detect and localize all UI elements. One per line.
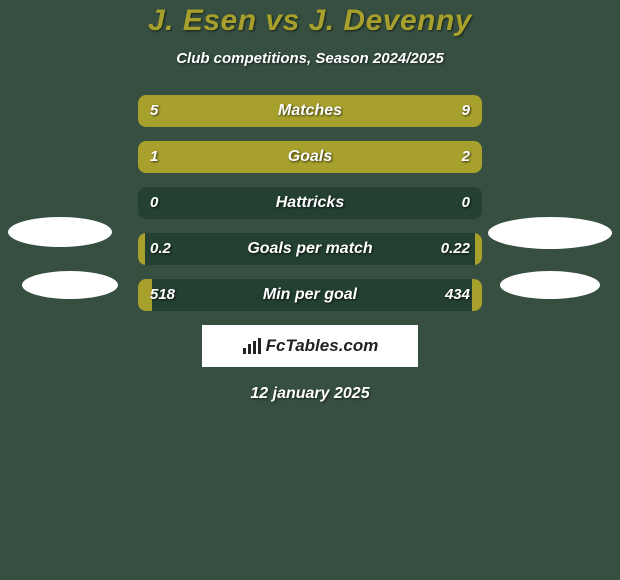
bar-right: [253, 141, 482, 173]
bar-left: [138, 279, 152, 311]
bar-left: [138, 141, 253, 173]
stat-area: Matches59 Goals12 Hattricks00 Goals per mat…: [0, 95, 620, 311]
stat-row: Min per goal518434: [0, 279, 620, 311]
bar-left: [138, 95, 261, 127]
date: 12 january 2025: [0, 385, 620, 403]
brand-box[interactable]: FcTables.com: [202, 325, 418, 367]
page-title: J. Esen vs J. Devenny: [0, 4, 620, 38]
stat-row: Hattricks00: [0, 187, 620, 219]
subtitle: Club competitions, Season 2024/2025: [0, 50, 620, 67]
bar-track: [138, 141, 482, 173]
bar-track: [138, 187, 482, 219]
bar-track: [138, 279, 482, 311]
stat-row: Goals per match0.20.22: [0, 233, 620, 265]
chart-icon: [242, 338, 262, 354]
bar-track: [138, 95, 482, 127]
brand-text: FcTables.com: [242, 336, 379, 356]
stat-row: Matches59: [0, 95, 620, 127]
brand-label: FcTables.com: [266, 336, 379, 356]
bar-right: [475, 233, 482, 265]
stat-row: Goals12: [0, 141, 620, 173]
bar-right: [472, 279, 482, 311]
comparison-card: J. Esen vs J. Devenny Club competitions,…: [0, 0, 620, 580]
bar-left: [138, 233, 145, 265]
bar-right: [261, 95, 482, 127]
bar-track: [138, 233, 482, 265]
